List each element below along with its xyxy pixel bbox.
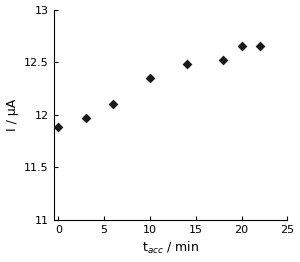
Point: [184, 62, 189, 66]
Point: [239, 44, 244, 48]
Point: [257, 44, 262, 48]
Y-axis label: I / μA: I / μA: [6, 99, 19, 131]
Point: [83, 116, 88, 120]
Point: [148, 76, 152, 80]
Point: [56, 125, 61, 129]
Point: [111, 102, 116, 106]
Point: [221, 58, 226, 62]
X-axis label: t$_{acc}$ / min: t$_{acc}$ / min: [142, 240, 199, 256]
